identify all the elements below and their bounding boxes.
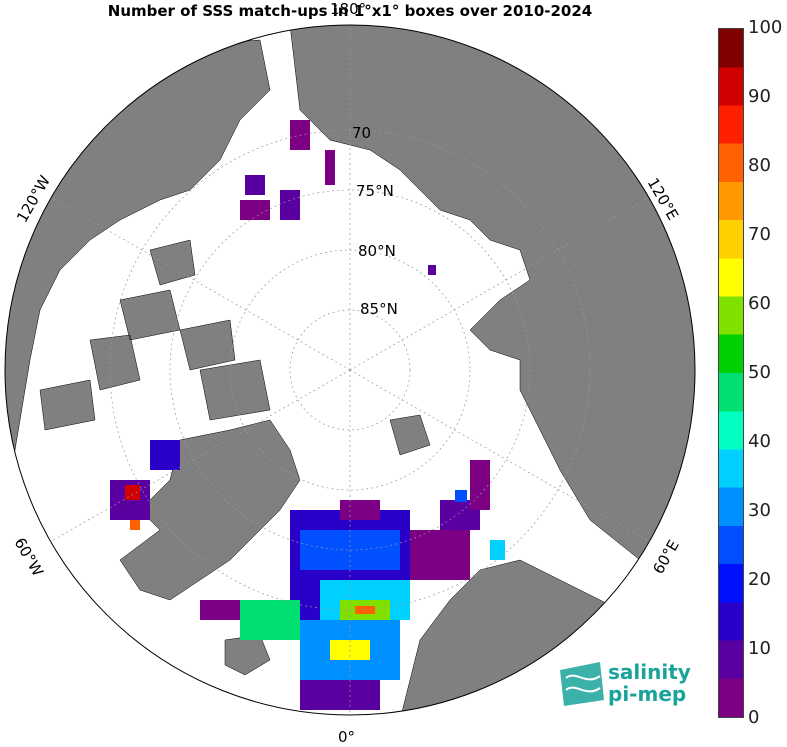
map-border — [4, 24, 696, 716]
colorbar-tick-label: 90 — [748, 86, 771, 107]
colorbar-tick-label: 0 — [748, 707, 760, 728]
logo-line1: salinity — [608, 660, 691, 684]
land-svalbard — [389, 414, 431, 456]
colorbar-tick-label: 70 — [748, 224, 771, 245]
colorbar-tick-label: 50 — [748, 362, 771, 383]
map-title: Number of SSS match-ups in 1°x1° boxes o… — [107, 2, 593, 20]
salinity-pi-mep-logo — [560, 662, 604, 706]
lat-label-80: 80°N — [358, 242, 396, 260]
logo-line2: pi-mep — [608, 682, 687, 706]
lon-label-bottom: 0° — [338, 728, 356, 746]
colorbar-tick-label: 60 — [748, 293, 771, 314]
colorbar-tick-label: 80 — [748, 155, 771, 176]
land-eurasia — [289, 25, 695, 601]
colorbar-tick-label: 20 — [748, 569, 771, 590]
lat-label-75: 75°N — [356, 182, 394, 200]
land-archipelago — [39, 239, 271, 431]
colorbar — [718, 28, 744, 718]
colorbar-tick-label: 40 — [748, 431, 771, 452]
colorbar-tick-label: 30 — [748, 500, 771, 521]
lon-label-top: 180° — [330, 0, 367, 18]
colorbar-tick-label: 100 — [748, 17, 783, 38]
lat-label-85: 85°N — [360, 300, 398, 318]
colorbar-tick-label: 10 — [748, 638, 771, 659]
lat-label-70: 70 — [352, 124, 372, 142]
